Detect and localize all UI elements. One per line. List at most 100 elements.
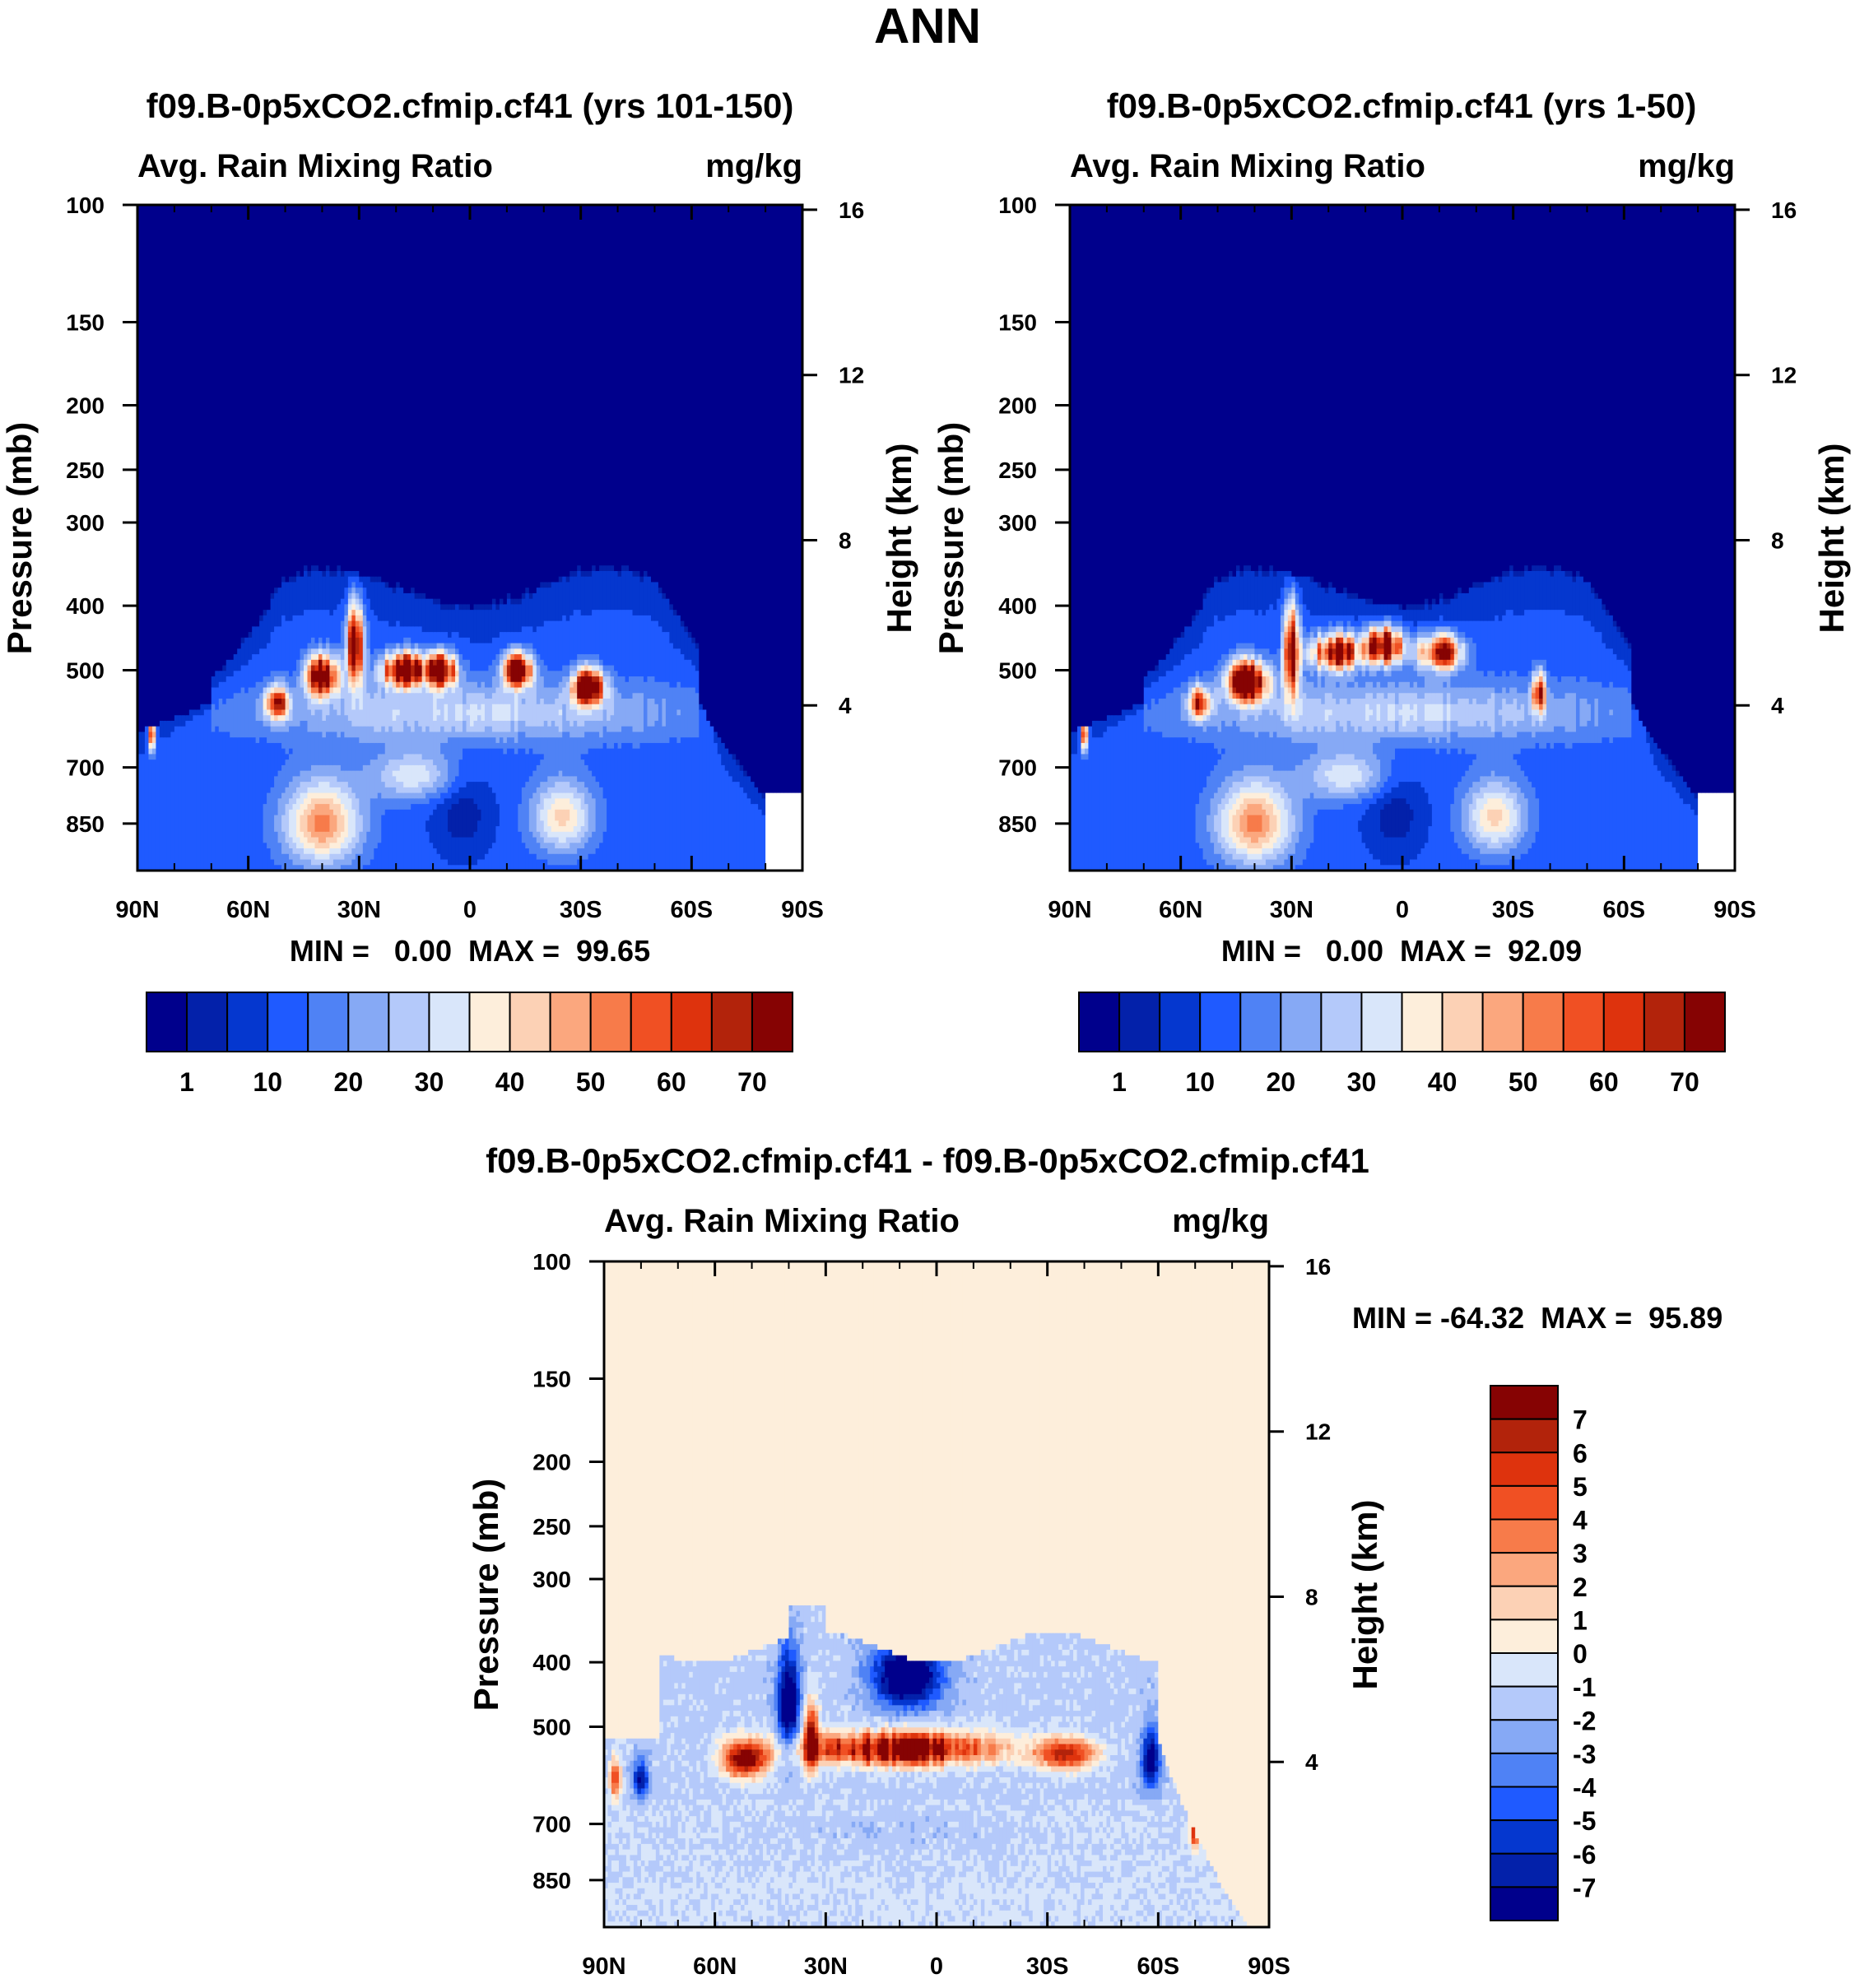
contour-cell	[151, 732, 157, 738]
contour-cell	[1113, 715, 1118, 727]
contour-cell	[1250, 715, 1256, 733]
contour-cell	[362, 843, 367, 866]
contour-cell	[528, 853, 533, 871]
contour-cell	[788, 205, 793, 794]
contour-cell	[1439, 732, 1444, 738]
contour-cell	[444, 604, 449, 611]
contour-cell	[292, 582, 297, 616]
contour-cell	[1458, 782, 1462, 849]
contour-cell	[281, 205, 286, 578]
contour-cell	[1118, 205, 1123, 716]
contour-cell	[1446, 604, 1451, 622]
contour-cell	[1443, 637, 1448, 644]
contour-cell	[521, 654, 526, 661]
contour-cell	[1513, 859, 1518, 871]
contour-cell	[1431, 732, 1436, 738]
contour-cell	[1346, 615, 1351, 622]
contour-cell	[332, 776, 337, 788]
contour-cell	[1532, 709, 1537, 716]
contour-cell	[1284, 848, 1289, 861]
contour-cell	[1509, 671, 1514, 689]
contour-cell	[1388, 837, 1392, 866]
contour-cell	[565, 205, 570, 578]
contour-cell	[1646, 742, 1651, 871]
contour-cell	[359, 637, 364, 661]
contour-cell	[414, 764, 419, 788]
contour-cell	[1306, 665, 1311, 671]
contour-cell	[332, 859, 337, 871]
contour-cell	[615, 1843, 620, 1861]
contour-cell	[274, 732, 279, 744]
contour-cell	[565, 782, 570, 794]
contour-cell	[215, 687, 220, 711]
contour-cell	[1287, 576, 1292, 588]
contour-cell	[388, 681, 393, 689]
contour-cell	[1391, 737, 1396, 760]
contour-cell	[193, 709, 198, 716]
contour-cell	[644, 1816, 649, 1828]
contour-cell	[1258, 205, 1263, 566]
contour-cell	[1413, 610, 1418, 627]
contour-cell	[407, 681, 411, 689]
contour-cell	[1431, 632, 1436, 639]
contour-cell	[573, 776, 578, 788]
contour-cell	[1505, 826, 1510, 838]
panel-2-ylabel: Pressure (mb)	[932, 422, 970, 654]
y-tick-label: 300	[998, 510, 1037, 536]
contour-cell	[1346, 676, 1351, 683]
contour-cell	[1291, 598, 1296, 605]
contour-cell	[1140, 205, 1145, 705]
contour-cell	[510, 720, 515, 738]
contour-cell	[1247, 671, 1252, 694]
contour-cell	[1247, 837, 1252, 849]
contour-cell	[1402, 610, 1407, 622]
contour-cell	[1402, 726, 1407, 733]
contour-cell	[1132, 715, 1137, 871]
contour-cell	[1254, 665, 1259, 671]
contour-cell	[355, 699, 360, 727]
colorbar-box	[226, 992, 269, 1052]
contour-cell	[1550, 732, 1555, 750]
contour-cell	[495, 610, 500, 639]
contour-cell	[1332, 792, 1337, 799]
contour-cell	[643, 742, 649, 871]
contour-cell	[506, 648, 511, 655]
contour-cell	[1317, 588, 1322, 616]
contour-cell	[1143, 704, 1148, 733]
contour-cell	[652, 1766, 657, 1800]
contour-cell	[381, 770, 386, 783]
contour-cell	[399, 659, 404, 667]
contour-cell	[240, 687, 245, 738]
contour-cell	[584, 699, 589, 705]
contour-cell	[230, 699, 235, 738]
contour-cell	[470, 610, 475, 644]
contour-cell	[1210, 626, 1215, 671]
contour-cell	[611, 1755, 616, 1767]
contour-cell	[633, 1799, 638, 1812]
contour-cell	[1236, 782, 1241, 794]
contour-cell	[1564, 205, 1569, 572]
contour-cell	[310, 687, 316, 694]
contour-cell	[230, 676, 235, 699]
contour-cell	[481, 604, 486, 611]
contour-cell	[1232, 709, 1237, 722]
contour-cell	[399, 764, 404, 783]
contour-cell	[414, 598, 419, 627]
contour-cell	[325, 792, 331, 799]
contour-cell	[1258, 837, 1263, 849]
contour-cell	[1532, 748, 1537, 788]
contour-cell	[292, 615, 297, 671]
contour-cell	[318, 848, 323, 855]
contour-cell	[1483, 792, 1488, 805]
contour-cell	[558, 792, 563, 799]
contour-cell	[599, 737, 604, 750]
contour-cell	[1284, 632, 1289, 639]
contour-cell	[1195, 687, 1200, 694]
contour-cell	[325, 865, 331, 871]
contour-cell	[1527, 610, 1532, 671]
contour-cell	[1431, 648, 1436, 661]
contour-cell	[604, 1865, 609, 1873]
contour-cell	[630, 1744, 635, 1750]
contour-cell	[1343, 615, 1348, 627]
contour-cell	[573, 681, 578, 694]
